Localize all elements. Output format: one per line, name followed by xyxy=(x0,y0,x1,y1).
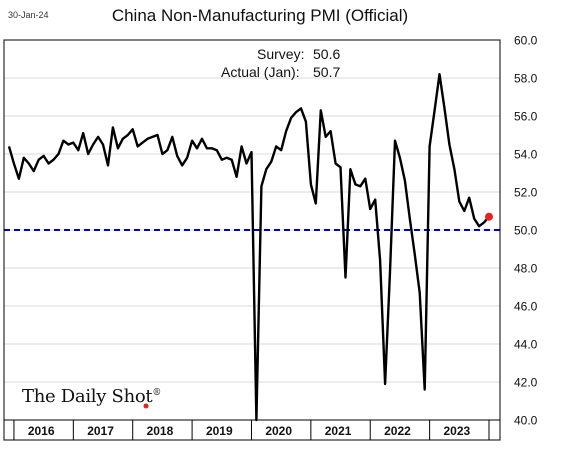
y-axis-ticks: 40.0 42.0 44.0 46.0 48.0 50.0 52.0 54.0 56.0 58.0… xyxy=(514,34,538,428)
y-tick-label: 58.0 xyxy=(514,72,538,86)
survey-value: 50.6 xyxy=(313,46,341,62)
y-tick-label: 52.0 xyxy=(514,186,538,200)
chart-title: China Non-Manufacturing PMI (Official) xyxy=(111,6,409,25)
plot-frame xyxy=(3,39,501,441)
y-tick-label: 46.0 xyxy=(514,300,538,314)
x-tick-label: 2020 xyxy=(265,424,292,438)
pmi-series-line xyxy=(7,72,490,422)
survey-label: Survey: xyxy=(257,46,305,62)
registered-mark: ® xyxy=(152,388,162,398)
y-tick-label: 60.0 xyxy=(514,34,538,48)
actual-label: Actual (Jan): xyxy=(221,64,300,80)
y-tick-label: 54.0 xyxy=(514,148,538,162)
x-tick-label: 2021 xyxy=(325,424,352,438)
x-tick-label: 2017 xyxy=(87,424,114,438)
y-tick-label: 48.0 xyxy=(514,262,538,276)
x-tick-label: 2016 xyxy=(28,424,55,438)
y-tick-label: 42.0 xyxy=(514,376,538,390)
y-tick-label: 50.0 xyxy=(514,224,538,238)
brand-logo: The Daily Shot® xyxy=(22,386,162,409)
date-stamp: 30-Jan-24 xyxy=(8,10,49,20)
x-tick-label: 2023 xyxy=(443,424,470,438)
x-axis: 2016 2017 2018 2019 2020 2021 2022 2023 xyxy=(4,419,500,440)
x-tick-label: 2018 xyxy=(147,424,174,438)
x-tick-label: 2022 xyxy=(384,424,411,438)
latest-value-marker xyxy=(485,212,493,221)
brand-dot-icon xyxy=(143,403,149,409)
y-tick-label: 40.0 xyxy=(514,414,538,428)
y-tick-label: 44.0 xyxy=(514,338,538,352)
x-tick-label: 2019 xyxy=(206,424,233,438)
y-tick-label: 56.0 xyxy=(514,110,538,124)
actual-value: 50.7 xyxy=(313,64,341,80)
brand-name: The Daily Shot xyxy=(22,386,153,407)
